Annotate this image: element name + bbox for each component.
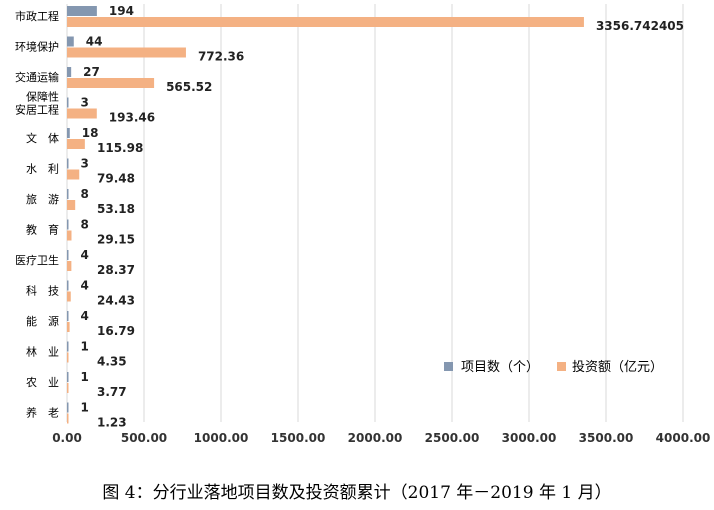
- count-bar: [67, 219, 69, 230]
- bar-chart: 0.00 500.00 1000.00 1500.00 2000.00 2500.00 30…: [15, 4, 711, 445]
- investment-data-label: 772.36: [198, 50, 244, 64]
- category-label: 环境保护: [15, 40, 59, 54]
- count-bar: [67, 67, 72, 77]
- count-data-label: 3: [81, 157, 89, 171]
- count-data-label: 3: [81, 96, 89, 110]
- investment-data-label: 3356.742405: [596, 19, 684, 33]
- investment-bar: [67, 322, 70, 332]
- count-bar: [67, 280, 69, 291]
- count-data-label: 8: [81, 218, 89, 232]
- category-label: 农 业: [26, 375, 59, 389]
- x-tick-label: 4000.00: [656, 431, 711, 445]
- investment-bar: [67, 139, 85, 149]
- investment-data-label: 29.15: [97, 233, 135, 247]
- category-label: 水 利: [26, 163, 59, 176]
- count-bar: [67, 36, 74, 47]
- investment-data-label: 79.48: [97, 172, 135, 186]
- investment-bar: [67, 383, 69, 393]
- investment-bar: [67, 169, 80, 180]
- count-data-label: 194: [109, 4, 134, 18]
- count-data-label: 18: [82, 126, 99, 140]
- x-tick-label: 1000.00: [194, 431, 249, 445]
- category-label: 安居工程: [15, 103, 59, 117]
- count-bar: [67, 311, 69, 321]
- investment-bar: [67, 108, 97, 119]
- count-data-label: 1: [81, 340, 89, 354]
- investment-bar: [67, 230, 72, 241]
- investment-bar: [67, 78, 155, 88]
- investment-data-label: 115.98: [97, 141, 143, 155]
- investment-bar: [67, 413, 69, 424]
- category-label: 养 老: [26, 406, 59, 420]
- x-tick-label: 500.00: [121, 431, 167, 445]
- count-bar: [67, 250, 69, 260]
- count-data-label: 4: [81, 279, 89, 293]
- count-bar: [67, 341, 69, 352]
- investment-data-label: 3.77: [97, 385, 127, 399]
- investment-bar: [67, 261, 72, 271]
- count-data-label: 1: [81, 401, 89, 415]
- investment-bar: [67, 17, 584, 27]
- count-bar: [67, 372, 69, 382]
- legend-label-investment: 投资额（亿元）: [572, 359, 663, 375]
- count-data-label: 44: [86, 35, 103, 49]
- x-tick-label: 2000.00: [348, 431, 403, 445]
- count-bar: [67, 6, 97, 16]
- count-bar: [67, 128, 70, 138]
- category-label: 教 育: [26, 223, 59, 237]
- category-label: 科 技: [26, 284, 59, 298]
- legend-label-count: 项目数（个）: [461, 360, 539, 375]
- category-label: 旅 游: [26, 192, 59, 206]
- x-tick-label: 3500.00: [579, 431, 634, 445]
- count-data-label: 8: [81, 187, 89, 201]
- count-data-label: 27: [83, 65, 100, 79]
- investment-data-label: 24.43: [97, 294, 135, 308]
- investment-bar: [67, 291, 71, 302]
- count-bar: [67, 189, 69, 199]
- investment-bar: [67, 47, 186, 58]
- count-data-label: 4: [81, 309, 89, 323]
- category-label: 医疗卫生: [15, 253, 59, 267]
- investment-data-label: 53.18: [97, 202, 135, 216]
- category-label: 能 源: [26, 314, 59, 328]
- x-tick-label: 1500.00: [271, 431, 326, 445]
- investment-data-label: 193.46: [109, 111, 155, 125]
- investment-bar: [67, 200, 76, 210]
- count-data-label: 4: [81, 248, 89, 262]
- category-label: 交通运输: [15, 70, 59, 84]
- figure-caption: 图 4：分行业落地项目数及投资额累计（2017 年－2019 年 1 月）: [102, 483, 612, 503]
- category-label: 市政工程: [15, 9, 59, 23]
- count-bar: [67, 402, 69, 413]
- legend-swatch-count: [444, 362, 453, 371]
- x-tick-label: 0.00: [52, 431, 82, 445]
- count-data-label: 1: [81, 370, 89, 384]
- category-label: 林 业: [26, 345, 59, 359]
- count-bar: [67, 97, 69, 108]
- x-tick-label: 2500.00: [425, 431, 480, 445]
- investment-data-label: 28.37: [97, 263, 135, 277]
- count-bar: [67, 158, 69, 169]
- category-label: 文 体: [26, 131, 59, 145]
- x-tick-label: 3000.00: [502, 431, 557, 445]
- investment-data-label: 4.35: [97, 355, 127, 369]
- legend-swatch-investment: [557, 362, 566, 371]
- investment-data-label: 565.52: [166, 80, 212, 94]
- investment-data-label: 1.23: [97, 416, 127, 430]
- category-label: 保障性: [26, 90, 59, 104]
- investment-bar: [67, 352, 69, 363]
- investment-data-label: 16.79: [97, 324, 135, 338]
